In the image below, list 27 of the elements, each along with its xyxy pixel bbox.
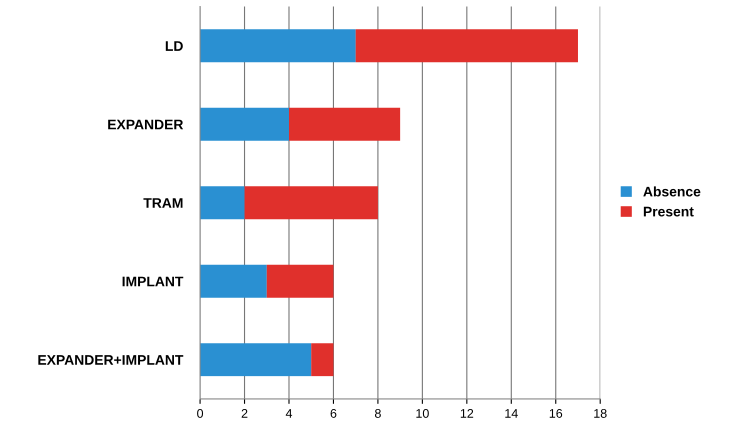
x-tick-label: 8 [374, 408, 381, 418]
y-tick-label: IMPLANT [122, 276, 184, 286]
bar [200, 186, 245, 220]
bar [200, 264, 267, 298]
bar [356, 29, 578, 62]
x-tick-label: 16 [550, 408, 562, 418]
y-tick-label: LD [166, 41, 183, 51]
y-tick-label: TRAM [143, 198, 182, 208]
x-tick-label: 6 [330, 408, 336, 418]
bar [288, 108, 400, 141]
x-tick-label: 14 [505, 409, 518, 418]
legend-label: Present [644, 206, 694, 216]
y-tick-label: EXPANDER+IMPLANT [38, 355, 184, 365]
bar [200, 343, 312, 376]
x-tick-label: 10 [416, 408, 429, 418]
x-tick-label: 2 [242, 408, 248, 418]
y-tick-label: EXPANDER [108, 120, 184, 130]
x-tick-label: 12 [460, 408, 474, 418]
x-tick-label: 18 [594, 408, 607, 418]
bar [311, 343, 334, 376]
legend-label: Absence [643, 186, 700, 197]
bar [200, 108, 289, 141]
bar [266, 264, 334, 298]
x-tick-label: 4 [286, 409, 292, 418]
bar [200, 29, 356, 62]
x-tick-label: 0 [197, 408, 204, 418]
bar [244, 186, 378, 220]
